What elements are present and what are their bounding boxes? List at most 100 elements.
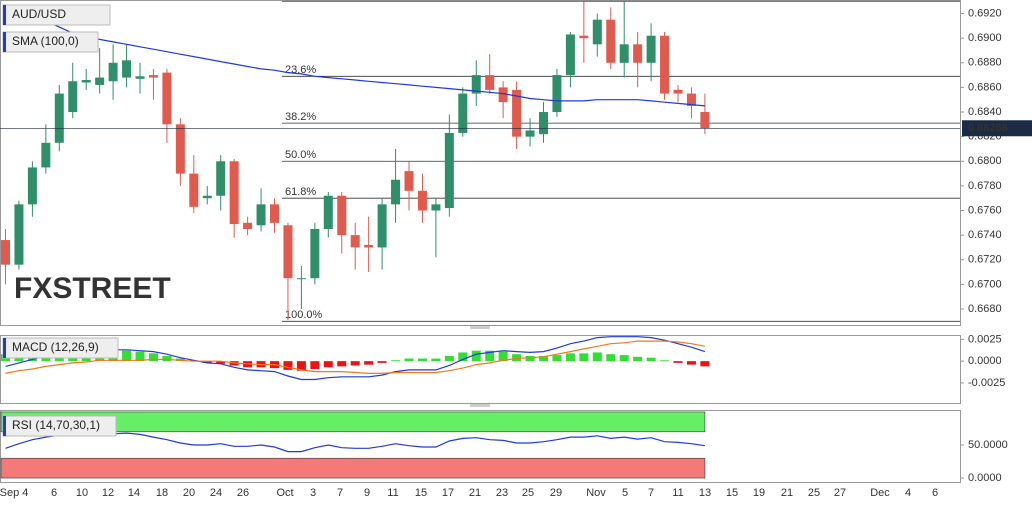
x-tick-label: 12 bbox=[102, 487, 114, 499]
x-tick-label: 7 bbox=[648, 487, 654, 499]
candle-body bbox=[175, 124, 185, 174]
candle-body bbox=[444, 132, 454, 209]
candle-body bbox=[592, 19, 602, 45]
macd-bar bbox=[216, 361, 226, 364]
candle-body bbox=[498, 87, 508, 103]
macd-bar bbox=[364, 361, 374, 365]
candle-body bbox=[458, 93, 468, 133]
macd-bar bbox=[202, 361, 212, 363]
sma-line bbox=[5, 4, 705, 107]
macd-bar bbox=[135, 351, 145, 362]
x-tick-label: 18 bbox=[156, 487, 168, 499]
label-accent bbox=[3, 32, 6, 52]
candle-body bbox=[646, 35, 656, 63]
x-tick-label: 26 bbox=[237, 487, 249, 499]
x-tick-label: 27 bbox=[834, 487, 846, 499]
candle-body bbox=[95, 77, 105, 85]
fib-label: 38.2% bbox=[285, 111, 316, 123]
y-tick-label: 0.6760 bbox=[968, 204, 1002, 216]
macd-line bbox=[5, 340, 706, 374]
candle-body bbox=[54, 93, 64, 143]
x-tick-label: Dec bbox=[870, 487, 890, 499]
candle-body bbox=[41, 142, 51, 168]
x-tick-label: 11 bbox=[387, 487, 398, 499]
candle-body bbox=[686, 93, 696, 106]
y-tick-label: -0.0025 bbox=[968, 377, 1005, 389]
y-tick-label: 0.6800 bbox=[968, 155, 1002, 167]
x-tick-label: 23 bbox=[496, 487, 508, 499]
macd-bar bbox=[162, 355, 172, 362]
macd-bar bbox=[417, 358, 427, 362]
x-tick-label: 19 bbox=[753, 487, 765, 499]
candle-body bbox=[310, 228, 320, 279]
candle-body bbox=[81, 80, 91, 83]
candle-body bbox=[283, 225, 293, 279]
macd-bar bbox=[122, 350, 132, 362]
macd-bar bbox=[283, 361, 293, 370]
macd-bar bbox=[323, 361, 333, 368]
main-panel bbox=[0, 0, 961, 326]
y-tick-label: 0.6920 bbox=[968, 7, 1002, 19]
candle-body bbox=[14, 204, 24, 265]
candle-body bbox=[565, 34, 575, 76]
candle-body bbox=[417, 190, 427, 211]
y-tick-label: 0.6720 bbox=[968, 254, 1002, 266]
candle-body bbox=[485, 75, 495, 90]
splitter[interactable] bbox=[470, 325, 490, 407]
candle-body bbox=[471, 75, 481, 94]
x-tick-label: 15 bbox=[726, 487, 738, 499]
x-tick-label: 29 bbox=[550, 487, 562, 499]
macd-bar bbox=[444, 355, 454, 362]
macd-bar bbox=[686, 361, 696, 365]
x-tick-label: 4 bbox=[905, 487, 911, 499]
candle-body bbox=[512, 89, 522, 137]
x-tick-label: 11 bbox=[672, 487, 683, 499]
last-price-tag bbox=[962, 120, 1032, 137]
y-tick-label: 0.0000 bbox=[968, 355, 1002, 367]
x-tick-label: 7 bbox=[337, 487, 343, 499]
candle-body bbox=[296, 278, 306, 280]
x-tick-label: 6 bbox=[932, 487, 938, 499]
fib-label: 100.0% bbox=[285, 309, 323, 321]
x-tick-label: 15 bbox=[415, 487, 427, 499]
x-tick-label: 3 bbox=[310, 487, 316, 499]
macd-bar bbox=[552, 355, 562, 362]
candle-body bbox=[539, 112, 548, 135]
candle-body bbox=[337, 195, 347, 236]
candle-body bbox=[404, 171, 414, 191]
macd-bar bbox=[700, 361, 710, 367]
x-tick-label: 10 bbox=[76, 487, 88, 499]
candle-body bbox=[27, 167, 37, 205]
candle-body bbox=[148, 75, 158, 78]
macd-bar bbox=[673, 361, 683, 363]
watermark: FXSTREET bbox=[14, 272, 171, 305]
macd-bar bbox=[592, 352, 602, 362]
candle-body bbox=[660, 35, 670, 94]
x-tick-label: Sep 4 bbox=[0, 487, 28, 499]
y-tick-label: 0.6880 bbox=[968, 57, 1002, 69]
y-tick-label: 0.6900 bbox=[968, 32, 1002, 44]
macd-bar bbox=[565, 353, 575, 362]
macd-bar bbox=[471, 350, 481, 362]
candle-body bbox=[189, 173, 199, 207]
candle-body bbox=[552, 75, 562, 113]
fib-label: 61.8% bbox=[285, 186, 316, 198]
candle-body bbox=[700, 112, 710, 129]
y-tick-label: 0.6860 bbox=[968, 81, 1002, 93]
x-tick-label: 9 bbox=[364, 487, 370, 499]
y-tick-label: 50.0000 bbox=[968, 439, 1008, 451]
macd-bar bbox=[296, 361, 306, 371]
x-tick-label: 13 bbox=[699, 487, 711, 499]
x-tick-label: 17 bbox=[442, 487, 454, 499]
macd-bar bbox=[458, 352, 468, 362]
x-tick-label: 20 bbox=[183, 487, 195, 499]
macd-bar bbox=[619, 355, 629, 362]
macd-bar bbox=[148, 353, 158, 362]
fib-label: 50.0% bbox=[285, 149, 316, 161]
macd-bar bbox=[633, 356, 643, 362]
macd-bar bbox=[512, 354, 522, 362]
candle-body bbox=[216, 161, 226, 196]
candle-body bbox=[350, 235, 360, 248]
